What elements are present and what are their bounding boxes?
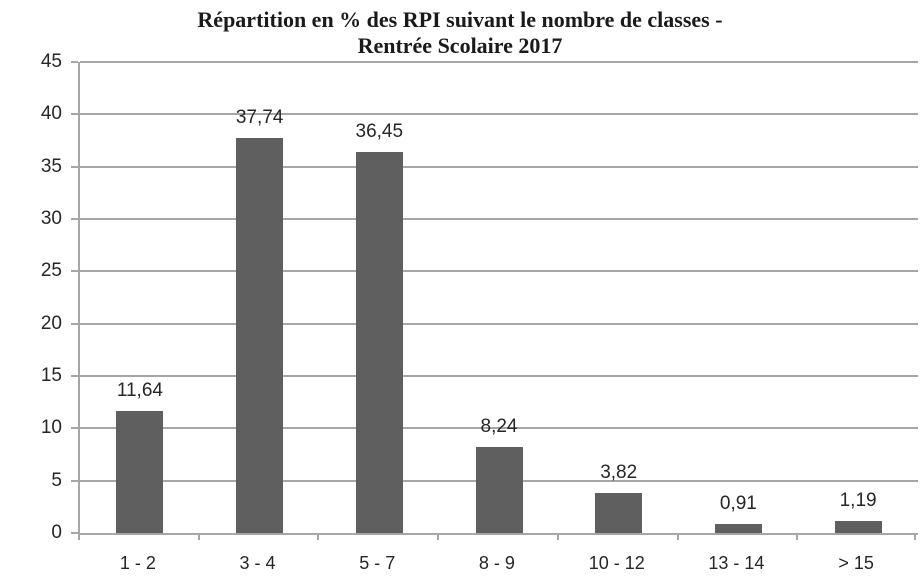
x-tick-mark-1 [197, 533, 200, 540]
x-axis-line [80, 533, 918, 535]
y-tick-mark-30 [71, 218, 78, 220]
bar-value-label: 36,45 [355, 120, 404, 142]
y-tick-mark-10 [71, 427, 78, 430]
y-tick-mark-25 [71, 270, 78, 273]
y-tick-label-35: 35 [40, 155, 62, 177]
bar-value-label: 3,82 [600, 462, 638, 483]
y-tick-mark-45 [71, 61, 78, 63]
y-tick-mark-0 [71, 532, 78, 534]
x-category-label: 13 - 14 [708, 553, 765, 573]
y-tick-label-0: 0 [51, 522, 62, 543]
bar-value-label: 8,24 [480, 415, 518, 437]
gridline-y-10 [80, 427, 918, 430]
bar-value-label: 1,19 [839, 489, 877, 511]
y-tick-label-20: 20 [40, 312, 62, 334]
bar-3 - 4 [236, 138, 284, 533]
y-tick-label-10: 10 [40, 417, 62, 439]
y-tick-mark-40 [71, 113, 78, 116]
y-tick-label-45: 45 [40, 51, 62, 72]
y-tick-label-40: 40 [40, 103, 62, 125]
x-category-label: 10 - 12 [588, 553, 645, 573]
x-category-label: 5 - 7 [359, 553, 396, 573]
x-tick-mark-2 [317, 533, 320, 540]
y-tick-mark-20 [71, 322, 78, 325]
y-tick-label-25: 25 [40, 260, 62, 282]
x-category-label: 8 - 9 [478, 553, 515, 573]
gridline-y-25 [80, 270, 918, 273]
bar-value-label: 11,64 [116, 380, 163, 402]
y-tick-mark-35 [71, 165, 78, 168]
y-tick-mark-15 [71, 375, 78, 377]
chart-title: Répartition en % des RPI suivant le nomb… [0, 7, 920, 59]
x-category-label: 1 - 2 [119, 553, 156, 573]
y-tick-mark-5 [71, 479, 78, 482]
bar-value-label: 0,91 [719, 492, 757, 514]
bar-10 - 12 [595, 493, 643, 533]
chart-title-line-2: Rentrée Scolaire 2017 [357, 33, 563, 58]
x-tick-mark-6 [796, 533, 799, 540]
gridline-y-45 [80, 61, 918, 63]
gridline-y-35 [80, 165, 918, 168]
y-tick-label-15: 15 [40, 365, 62, 386]
y-tick-label-30: 30 [40, 208, 62, 229]
x-category-label: 3 - 4 [239, 553, 276, 573]
bar-5 - 7 [355, 151, 403, 533]
bar-> 15 [834, 520, 882, 533]
x-category-label: > 15 [838, 553, 874, 573]
gridline-y-40 [80, 113, 918, 116]
x-tick-mark-3 [437, 533, 440, 540]
x-tick-mark-7 [914, 533, 916, 540]
x-tick-mark-4 [556, 533, 559, 540]
gridline-y-15 [80, 375, 918, 377]
bar-1 - 2 [116, 411, 164, 533]
gridline-y-30 [80, 218, 918, 220]
x-tick-mark-0 [78, 533, 80, 540]
bar-8 - 9 [475, 446, 523, 533]
gridline-y-20 [80, 322, 918, 325]
y-tick-label-5: 5 [51, 469, 62, 491]
chart-title-line-1: Répartition en % des RPI suivant le nomb… [197, 7, 723, 32]
x-tick-mark-5 [676, 533, 679, 540]
bar-value-label: 37,74 [235, 107, 284, 128]
bar-13 - 14 [714, 523, 762, 533]
plot-area: 11,64 37,74 36,45 8,24 3,82 0,91 1,19 [78, 61, 918, 535]
